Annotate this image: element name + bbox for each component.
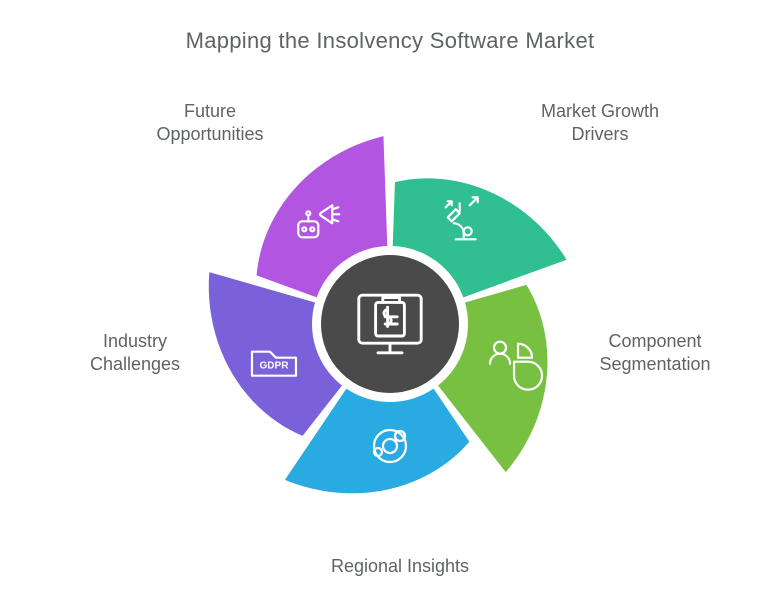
page-title: Mapping the Insolvency Software Market — [0, 0, 780, 54]
radial-chart: GDPR — [0, 54, 780, 614]
svg-text:GDPR: GDPR — [260, 360, 290, 371]
diagram-container: Mapping the Insolvency Software Market G… — [0, 0, 780, 615]
